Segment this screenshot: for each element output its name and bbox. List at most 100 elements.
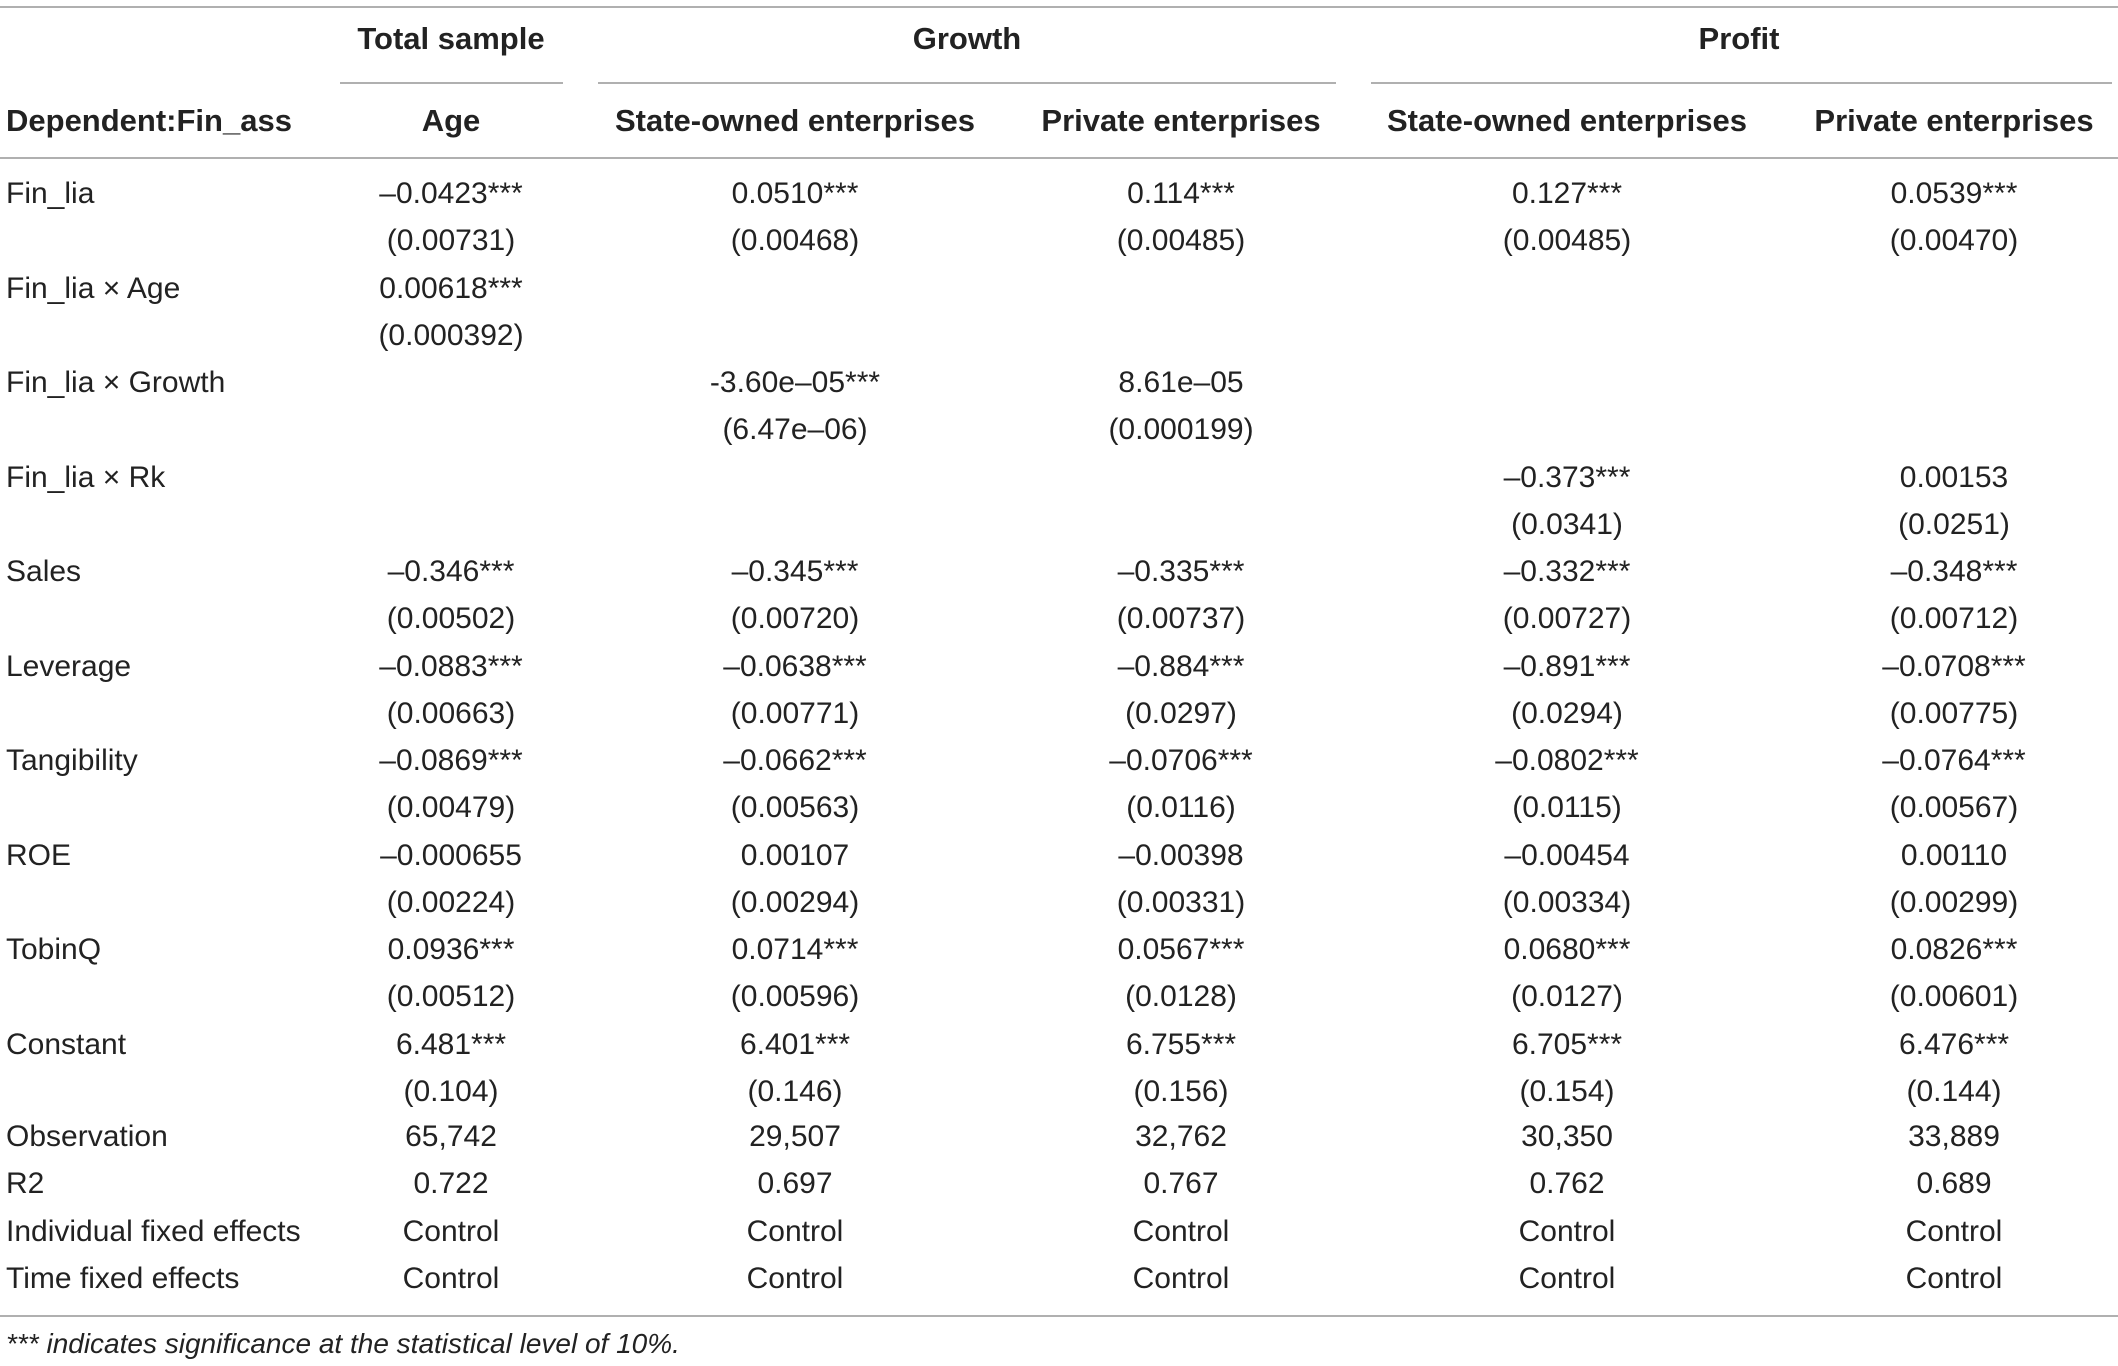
summary-cell: Control <box>1518 1214 1616 1248</box>
std-error-cell: (0.00334) <box>1502 885 1632 919</box>
std-error-cell: (0.00563) <box>730 791 860 825</box>
std-error-cell: (0.0341) <box>1511 507 1623 541</box>
coefficient-cell: –0.373*** <box>1503 460 1631 494</box>
row-label: Constant <box>6 1027 127 1061</box>
summary-cell: 0.722 <box>413 1167 489 1201</box>
group-underline <box>598 82 1336 84</box>
row-label: Sales <box>6 555 82 588</box>
summary-row-label: Individual fixed effects <box>6 1214 301 1248</box>
std-error-cell: (0.0116) <box>1126 791 1236 825</box>
std-error-cell: (0.00663) <box>386 696 516 730</box>
std-error-cell: (0.0294) <box>1511 696 1623 730</box>
std-error-cell: (0.00771) <box>730 696 860 730</box>
coefficient-cell: 0.0680*** <box>1503 933 1631 966</box>
coefficient-cell: 6.401*** <box>739 1027 851 1061</box>
column-header: Private enterprises <box>1814 103 2094 138</box>
row-label: Fin_lia × Age <box>6 271 181 305</box>
row-label: Fin_lia <box>6 177 95 210</box>
std-error-cell: (0.00485) <box>1116 224 1246 258</box>
std-error-cell: (0.00294) <box>730 885 860 919</box>
coefficient-cell: 0.00153 <box>1899 460 2009 494</box>
coefficient-cell: –0.0708*** <box>1882 649 2026 683</box>
bottom-rule <box>0 1315 2118 1317</box>
std-error-cell: (6.47e–06) <box>722 413 868 447</box>
summary-cell: 30,350 <box>1521 1120 1613 1153</box>
std-error-cell: (0.156) <box>1133 1074 1229 1108</box>
coefficient-cell: –0.0869*** <box>379 744 523 777</box>
std-error-cell: (0.00731) <box>386 224 516 258</box>
summary-cell: 0.767 <box>1143 1167 1219 1201</box>
summary-cell: Control <box>1132 1214 1230 1248</box>
coefficient-cell: 8.61e–05 <box>1118 366 1244 399</box>
std-error-cell: (0.144) <box>1906 1074 2002 1108</box>
std-error-cell: (0.0297) <box>1125 696 1237 730</box>
coefficient-cell: –0.0423*** <box>379 177 523 210</box>
coefficient-cell: –0.0883*** <box>379 649 523 683</box>
coefficient-cell: –0.0802*** <box>1495 744 1639 777</box>
coefficient-cell: –0.348*** <box>1890 555 2018 588</box>
std-error-cell: (0.00479) <box>386 791 516 825</box>
row-label: Fin_lia × Rk <box>6 460 166 494</box>
coefficient-cell: 0.0510*** <box>731 177 859 210</box>
summary-cell: 33,889 <box>1908 1120 2000 1153</box>
coefficient-cell: 6.705*** <box>1511 1027 1623 1061</box>
row-label: Tangibility <box>6 744 138 777</box>
coefficient-cell: 0.00618*** <box>379 271 523 305</box>
summary-row-label: Observation <box>6 1120 168 1153</box>
dependent-label: Dependent:Fin_ass <box>6 103 292 138</box>
summary-cell: 32,762 <box>1135 1120 1227 1153</box>
std-error-cell: (0.00470) <box>1889 224 2019 258</box>
summary-cell: Control <box>402 1214 500 1248</box>
summary-cell: Control <box>1905 1214 2003 1248</box>
summary-cell: Control <box>746 1261 844 1295</box>
coefficient-cell: 6.476*** <box>1898 1027 2010 1061</box>
group-underline <box>1371 82 2112 84</box>
table-footnote: *** indicates significance at the statis… <box>6 1328 680 1359</box>
coefficient-cell: 0.0936*** <box>387 933 515 966</box>
std-error-cell: (0.00512) <box>386 980 516 1014</box>
coefficient-cell: 0.00107 <box>740 838 850 872</box>
column-header: State-owned enterprises <box>614 103 976 138</box>
std-error-cell: (0.154) <box>1519 1074 1615 1108</box>
coefficient-cell: –0.346*** <box>387 555 515 588</box>
row-label: Fin_lia × Growth <box>6 366 226 399</box>
coefficient-cell: 0.0539*** <box>1890 177 2018 210</box>
coefficient-cell: 0.0567*** <box>1117 933 1245 966</box>
coefficient-cell: –0.00398 <box>1118 838 1244 872</box>
coefficient-cell: –0.00454 <box>1504 838 1630 872</box>
group-header: Total sample <box>357 21 545 56</box>
std-error-cell: (0.00502) <box>386 602 516 636</box>
std-error-cell: (0.0115) <box>1512 791 1622 825</box>
summary-cell: Control <box>1132 1261 1230 1295</box>
std-error-cell: (0.0127) <box>1511 980 1623 1014</box>
coefficient-cell: 0.0826*** <box>1890 933 2018 966</box>
std-error-cell: (0.00468) <box>730 224 860 258</box>
group-underline <box>340 82 563 84</box>
std-error-cell: (0.00775) <box>1889 696 2019 730</box>
top-rule <box>0 6 2118 8</box>
std-error-cell: (0.00720) <box>730 602 860 636</box>
std-error-cell: (0.00567) <box>1889 791 2019 825</box>
std-error-cell: (0.00485) <box>1502 224 1632 258</box>
summary-cell: 0.689 <box>1916 1167 1992 1201</box>
coefficient-cell: 0.00110 <box>1900 838 2008 872</box>
summary-cell: 0.697 <box>757 1167 833 1201</box>
std-error-cell: (0.00224) <box>386 885 516 919</box>
coefficient-cell: –0.0706*** <box>1109 744 1253 777</box>
coefficient-cell: –0.0764*** <box>1882 744 2026 777</box>
coefficient-cell: –0.335*** <box>1117 555 1245 588</box>
coefficient-cell: 0.0714*** <box>731 933 859 966</box>
summary-cell: Control <box>1518 1261 1616 1295</box>
coefficient-cell: –0.000655 <box>380 838 522 872</box>
std-error-cell: (0.000199) <box>1108 413 1254 447</box>
std-error-cell: (0.00727) <box>1502 602 1632 636</box>
std-error-cell: (0.0128) <box>1125 980 1237 1014</box>
column-header: Age <box>421 103 481 138</box>
std-error-cell: (0.146) <box>747 1074 843 1108</box>
std-error-cell: (0.00737) <box>1116 602 1246 636</box>
std-error-cell: (0.00712) <box>1889 602 2019 636</box>
coefficient-cell: 6.755*** <box>1125 1027 1237 1061</box>
coefficient-cell: –0.0662*** <box>723 744 867 777</box>
summary-cell: 65,742 <box>405 1120 497 1153</box>
